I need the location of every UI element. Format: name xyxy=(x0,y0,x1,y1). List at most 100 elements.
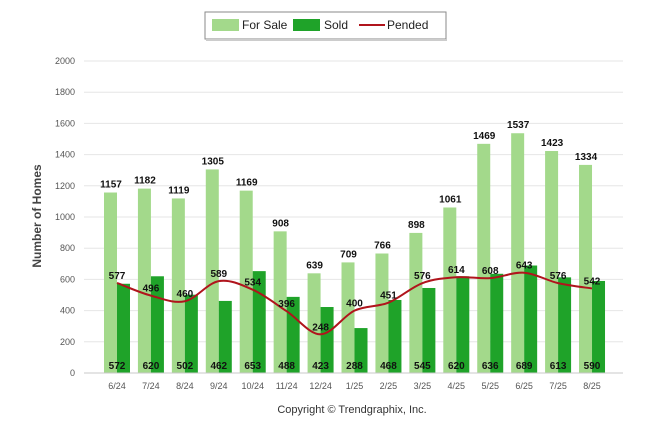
sold-value-label: 468 xyxy=(380,361,397,372)
sold-value-label: 502 xyxy=(177,361,194,372)
for-sale-bar xyxy=(511,133,525,373)
legend-label-for-sale: For Sale xyxy=(242,18,288,32)
x-tick-label: 7/25 xyxy=(549,381,567,391)
pended-value-label: 643 xyxy=(516,261,533,272)
for-sale-value-label: 1182 xyxy=(134,176,156,187)
x-tick-label: 10/24 xyxy=(241,381,264,391)
for-sale-value-label: 1469 xyxy=(473,131,496,142)
for-sale-bar xyxy=(341,262,355,373)
x-tick-label: 8/24 xyxy=(176,381,194,391)
for-sale-value-label: 639 xyxy=(306,260,323,271)
pended-value-label: 460 xyxy=(177,289,194,300)
y-tick-label: 1800 xyxy=(55,87,75,97)
pended-value-label: 614 xyxy=(448,265,465,276)
for-sale-bar xyxy=(104,192,117,373)
bars xyxy=(104,133,606,373)
legend-label-sold: Sold xyxy=(324,18,348,32)
pended-value-label: 496 xyxy=(143,284,160,295)
sold-value-label: 545 xyxy=(414,361,431,372)
for-sale-bar xyxy=(375,253,389,373)
sold-bar xyxy=(286,296,300,373)
for-sale-bar xyxy=(477,143,491,373)
for-sale-value-label: 709 xyxy=(340,249,357,260)
pended-value-label: 248 xyxy=(312,322,329,333)
sold-value-label: 462 xyxy=(210,361,227,372)
data-labels: 1157 1182 1119 1305 1169 908 639 709 766 898 1061 1… xyxy=(100,120,601,372)
y-tick-label: 1600 xyxy=(55,118,75,128)
x-tick-label: 6/25 xyxy=(515,381,533,391)
for-sale-bar xyxy=(239,190,253,373)
for-sale-bar xyxy=(443,207,457,373)
legend: For Sale Sold Pended xyxy=(204,11,447,41)
sold-bar xyxy=(456,276,470,373)
y-tick-label: 400 xyxy=(60,306,75,316)
for-sale-value-label: 766 xyxy=(374,241,391,252)
pended-value-label: 400 xyxy=(346,299,363,310)
y-tick-label: 2000 xyxy=(55,56,75,66)
pended-line xyxy=(116,271,593,336)
sold-bar xyxy=(354,328,368,373)
y-axis-title: Number of Homes xyxy=(30,164,44,268)
sold-bar xyxy=(388,299,402,373)
for-sale-bar xyxy=(205,169,219,373)
sold-value-label: 488 xyxy=(278,361,295,372)
for-sale-value-label: 898 xyxy=(408,220,425,231)
for-sale-bar xyxy=(171,198,185,373)
for-sale-value-label: 1305 xyxy=(202,156,225,167)
pended-value-label: 542 xyxy=(584,276,601,287)
x-tick-label: 2/25 xyxy=(380,381,398,391)
sold-bar xyxy=(117,283,130,373)
for-sale-value-label: 1119 xyxy=(168,185,190,196)
y-tick-label: 800 xyxy=(60,243,75,253)
x-tick-label: 11/24 xyxy=(276,381,298,391)
sold-value-label: 288 xyxy=(346,361,363,372)
x-tick-label: 4/25 xyxy=(448,381,466,391)
for-sale-value-label: 1423 xyxy=(541,138,564,149)
y-tick-label: 1200 xyxy=(55,181,75,191)
y-tick-label: 1400 xyxy=(55,150,75,160)
for-sale-bar xyxy=(273,231,287,373)
x-tick-label: 5/25 xyxy=(481,381,499,391)
for-sale-bar xyxy=(307,273,321,373)
x-tick-label: 6/24 xyxy=(108,381,126,391)
for-sale-value-label: 1157 xyxy=(100,180,122,191)
sold-bar xyxy=(184,294,198,373)
y-tick-label: 200 xyxy=(60,337,75,347)
for-sale-value-label: 908 xyxy=(272,218,289,229)
x-tick-label: 9/24 xyxy=(210,381,228,391)
pended-value-label: 576 xyxy=(414,271,431,282)
sold-value-label: 620 xyxy=(143,361,160,372)
sold-bar xyxy=(150,276,164,373)
pended-value-label: 577 xyxy=(109,271,126,282)
y-tick-label: 0 xyxy=(70,368,75,378)
sold-value-label: 423 xyxy=(312,361,329,372)
x-tick-label: 3/25 xyxy=(414,381,432,391)
pended-value-label: 608 xyxy=(482,266,499,277)
sold-value-label: 689 xyxy=(516,361,533,372)
sold-bar xyxy=(218,300,232,373)
sold-bar xyxy=(252,271,266,373)
y-tick-label: 600 xyxy=(60,274,75,284)
sold-value-label: 572 xyxy=(109,361,126,372)
x-tick-label: 7/24 xyxy=(142,381,160,391)
pended-line-group xyxy=(116,271,593,336)
for-sale-value-label: 1061 xyxy=(439,194,462,205)
sold-bar xyxy=(320,307,334,373)
for-sale-bar xyxy=(137,188,151,373)
sold-bar xyxy=(490,273,504,373)
pended-value-label: 576 xyxy=(550,271,567,282)
pended-value-label: 534 xyxy=(244,278,261,289)
legend-swatch-sold xyxy=(293,19,320,31)
copyright-footer: Copyright © Trendgraphix, Inc. xyxy=(277,404,426,416)
sold-bar xyxy=(558,277,572,373)
y-tick-label: 1000 xyxy=(55,212,75,222)
for-sale-bar xyxy=(579,164,593,373)
legend-label-pended: Pended xyxy=(387,18,428,32)
for-sale-bar xyxy=(545,151,559,373)
for-sale-value-label: 1169 xyxy=(236,178,258,189)
legend-box-shadow xyxy=(206,39,447,41)
legend-box xyxy=(204,11,447,40)
sold-value-label: 636 xyxy=(482,361,499,372)
